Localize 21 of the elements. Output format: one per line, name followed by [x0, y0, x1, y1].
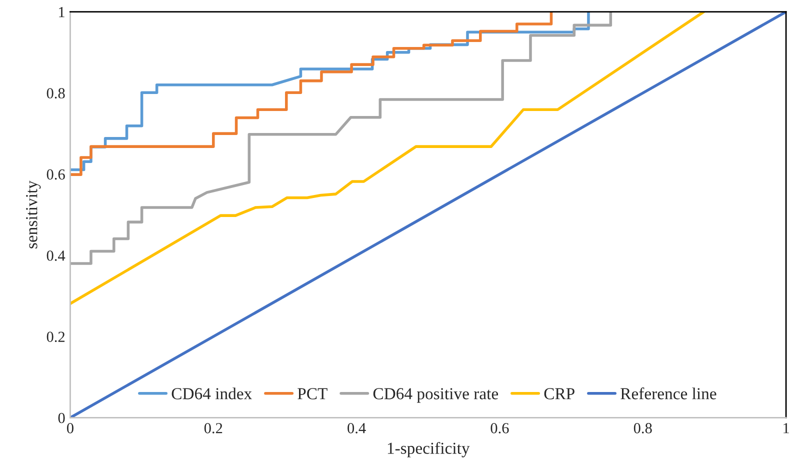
y-tick-label: 1: [59, 7, 64, 18]
x-tick-label: 0.4: [348, 423, 366, 434]
y-tick-label: 0.4: [46, 250, 66, 261]
x-axis-title: 1-specificity: [388, 442, 470, 458]
legend-label: PCT: [298, 388, 328, 400]
y-tick-label: 0.2: [46, 332, 65, 342]
line-series: [70, 12, 612, 265]
legend-label: Reference line: [620, 387, 716, 400]
y-axis-title: sensitivity: [26, 180, 41, 248]
x-tick-label: 0.8: [634, 423, 652, 434]
x-tick-label: 1: [784, 423, 789, 434]
legend-label: CD64 index: [172, 388, 252, 400]
y-tick-label: 0.6: [46, 169, 65, 180]
y-tick-label: 0.8: [46, 88, 65, 98]
x-tick-label: 0.2: [204, 423, 222, 434]
legend-label: CRP: [544, 388, 574, 400]
legend-label: CD64 positive rate: [373, 388, 498, 403]
y-tick-label: 0: [58, 412, 65, 424]
line-series: [70, 12, 706, 306]
x-tick-label: 0: [66, 423, 74, 434]
x-tick-label: 0.6: [490, 423, 509, 434]
